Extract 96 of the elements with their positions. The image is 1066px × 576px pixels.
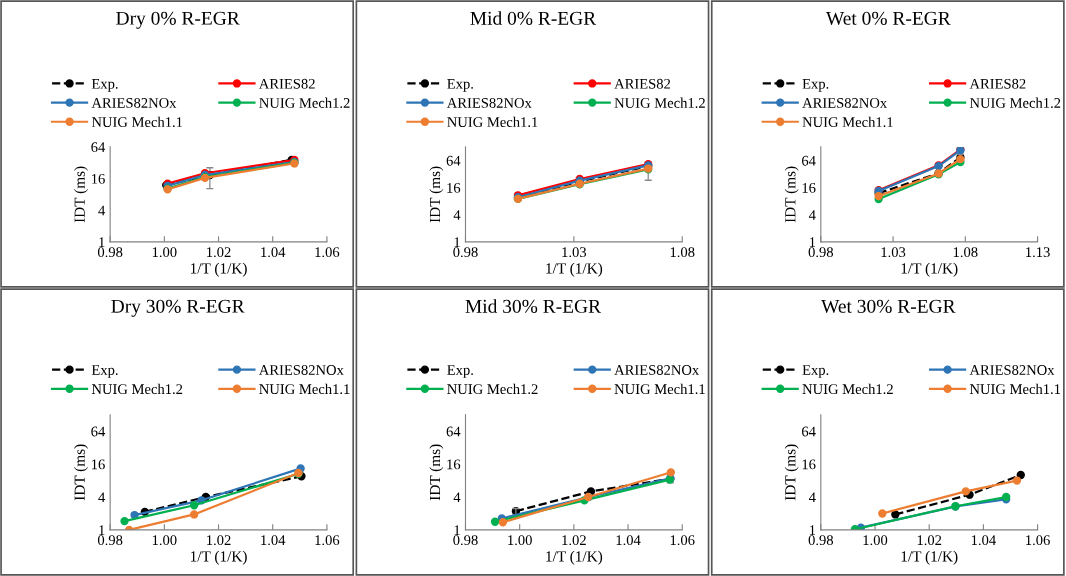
x-axis-title: 1/T (1/K) xyxy=(546,550,603,565)
y-tick-label: 4 xyxy=(98,492,106,503)
y-tick-label: 16 xyxy=(91,459,105,470)
y-tick-label: 1 xyxy=(454,525,460,535)
legend-label: ARIES82NOx xyxy=(969,365,1055,375)
legend-label: Exp. xyxy=(802,365,829,378)
x-tick-label: 1.03 xyxy=(881,247,906,258)
legend-label: Exp. xyxy=(91,365,118,378)
chart-title: Mid 0% R-EGR xyxy=(470,11,597,25)
legend-label: ARIES82 xyxy=(258,78,315,89)
x-tick-label: 1.08 xyxy=(670,247,695,258)
y-tick-label: 64 xyxy=(446,155,461,166)
x-tick-label: 1.04 xyxy=(261,247,286,258)
x-tick-label: 0.98 xyxy=(808,247,834,258)
y-tick-label: 64 xyxy=(446,426,461,437)
x-tick-label: 1.00 xyxy=(863,535,888,546)
x-tick-label: 1.03 xyxy=(562,247,587,258)
x-tick-label: 1.00 xyxy=(508,535,532,546)
legend-label: ARIES82 xyxy=(969,78,1026,89)
legend-label: ARIES82NOx xyxy=(446,98,532,108)
x-tick-label: 0.98 xyxy=(97,247,123,258)
y-tick-label: 16 xyxy=(447,459,461,470)
x-tick-label: 1.00 xyxy=(152,247,177,258)
legend-label: NUIG Mech1.1 xyxy=(447,116,538,128)
x-axis-title: 1/T (1/K) xyxy=(190,262,247,277)
x-tick-label: 1.06 xyxy=(315,247,340,258)
legend-label: NUIG Mech1.1 xyxy=(969,383,1061,395)
y-tick-label: 1 xyxy=(809,237,816,247)
y-tick-label: 4 xyxy=(453,492,461,503)
x-tick-label: 1.00 xyxy=(152,535,177,546)
legend-label: ARIES82NOx xyxy=(91,98,177,108)
x-tick-label: 1.02 xyxy=(562,535,586,546)
x-tick-label: 0.98 xyxy=(97,535,123,546)
y-tick-label: 64 xyxy=(802,426,816,437)
legend-label: NUIG Mech1.1 xyxy=(91,116,183,128)
y-tick-label: 64 xyxy=(91,142,106,153)
x-tick-label: 1.04 xyxy=(261,535,286,546)
legend-label: NUIG Mech1.2 xyxy=(802,383,893,395)
legend-label: NUIG Mech1.2 xyxy=(91,383,183,395)
legend-label: ARIES82 xyxy=(614,78,671,89)
y-tick-label: 64 xyxy=(91,426,106,437)
x-tick-label: 1.06 xyxy=(315,535,340,546)
y-tick-label: 16 xyxy=(447,183,461,193)
y-axis-title: IDT (ms) xyxy=(74,444,88,501)
y-tick-label: 16 xyxy=(802,183,816,193)
x-tick-label: 1.13 xyxy=(1026,247,1050,258)
x-tick-label: 1.08 xyxy=(953,247,978,258)
chart-title: Dry 30% R-EGR xyxy=(111,299,245,317)
chart-title: Wet 0% R-EGR xyxy=(825,11,951,25)
legend-label: Exp. xyxy=(447,79,473,92)
x-axis-title: 1/T (1/K) xyxy=(190,550,247,565)
chart-title: Mid 30% R-EGR xyxy=(465,299,602,313)
legend-label: ARIES82NOx xyxy=(258,365,344,375)
legend-label: Exp. xyxy=(447,365,473,378)
y-axis-title: IDT (ms) xyxy=(784,166,799,223)
chart-title: Wet 30% R-EGR xyxy=(821,299,956,313)
y-axis-title: IDT (ms) xyxy=(429,444,444,501)
y-tick-label: 1 xyxy=(99,525,105,535)
x-tick-label: 1.04 xyxy=(971,535,996,546)
y-tick-label: 4 xyxy=(808,492,816,503)
x-tick-label: 0.98 xyxy=(453,535,478,546)
legend-label: NUIG Mech1.1 xyxy=(259,383,350,395)
y-tick-label: 1 xyxy=(99,237,105,247)
x-tick-label: 1.06 xyxy=(1026,535,1050,546)
x-tick-label: 1.04 xyxy=(616,535,641,546)
x-tick-label: 1.06 xyxy=(670,535,695,546)
y-tick-label: 4 xyxy=(98,205,106,216)
x-axis-title: 1/T (1/K) xyxy=(901,550,958,565)
y-tick-label: 1 xyxy=(454,237,460,247)
x-tick-label: 0.98 xyxy=(453,247,478,258)
legend-label: Exp. xyxy=(802,79,829,92)
y-axis-title: IDT (ms) xyxy=(74,166,88,223)
y-axis-title: IDT (ms) xyxy=(784,444,799,501)
x-tick-label: 1.02 xyxy=(207,247,231,258)
legend-label: NUIG Mech1.2 xyxy=(447,383,538,395)
legend-label: ARIES82NOx xyxy=(802,98,887,108)
y-tick-label: 1 xyxy=(809,525,816,535)
legend-label: NUIG Mech1.1 xyxy=(802,116,893,128)
x-axis-title: 1/T (1/K) xyxy=(546,262,603,277)
legend-label: Exp. xyxy=(91,79,118,92)
x-tick-label: 1.02 xyxy=(917,535,942,546)
legend-label: NUIG Mech1.1 xyxy=(614,383,705,395)
y-tick-label: 4 xyxy=(808,210,816,220)
y-tick-label: 16 xyxy=(91,173,105,184)
y-tick-label: 4 xyxy=(453,210,461,220)
x-tick-label: 0.98 xyxy=(808,535,834,546)
x-axis-title: 1/T (1/K) xyxy=(901,262,958,277)
legend-label: NUIG Mech1.2 xyxy=(969,97,1061,108)
legend-label: ARIES82NOx xyxy=(614,365,700,375)
x-tick-label: 1.02 xyxy=(207,535,231,546)
chart-title: Dry 0% R-EGR xyxy=(116,11,240,29)
y-tick-label: 16 xyxy=(802,459,816,470)
y-axis-title: IDT (ms) xyxy=(429,166,444,223)
legend-label: NUIG Mech1.2 xyxy=(259,97,350,108)
legend-label: NUIG Mech1.2 xyxy=(614,97,705,108)
y-tick-label: 64 xyxy=(802,155,816,166)
